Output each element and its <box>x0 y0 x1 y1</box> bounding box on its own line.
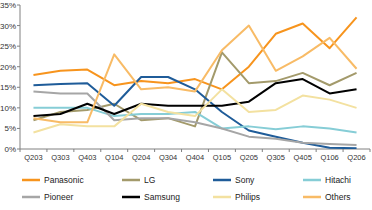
legend-swatch <box>213 179 231 182</box>
y-tick-label: 15% <box>0 83 16 92</box>
x-tick-label: Q203 <box>24 153 42 162</box>
x-tick-label: Q105 <box>213 153 231 162</box>
x-tick-label: Q205 <box>240 153 258 162</box>
series-line <box>33 108 356 133</box>
x-tick <box>208 149 209 152</box>
legend-label: Sony <box>235 175 255 185</box>
y-tick-label: 25% <box>0 42 16 51</box>
legend-swatch <box>22 179 40 182</box>
legend-label: Panasonic <box>44 175 84 185</box>
y-axis <box>20 5 21 149</box>
x-tick <box>235 149 236 152</box>
x-tick <box>370 149 371 152</box>
x-tick-label: Q404 <box>186 153 204 162</box>
legend-label: Samsung <box>144 192 180 202</box>
x-tick <box>20 149 21 152</box>
legend-swatch <box>303 196 321 199</box>
series-line <box>33 91 356 144</box>
legend-label: LG <box>144 175 155 185</box>
y-tick-label: 20% <box>0 63 16 72</box>
x-tick <box>154 149 155 152</box>
x-tick-label: Q303 <box>51 153 69 162</box>
series-line <box>33 79 356 116</box>
x-tick <box>46 149 47 152</box>
y-tick-label: 5% <box>4 124 16 133</box>
y-tick-label: 10% <box>0 104 16 113</box>
series-line <box>33 26 356 123</box>
y-tick-label: 0% <box>4 145 16 154</box>
legend-swatch <box>122 179 140 182</box>
series-line <box>33 89 356 132</box>
x-tick <box>100 149 101 152</box>
legend-label: Hitachi <box>325 175 351 185</box>
x-tick-label: Q106 <box>320 153 338 162</box>
series-line <box>33 77 356 148</box>
x-tick-label: Q204 <box>132 153 150 162</box>
x-tick <box>181 149 182 152</box>
x-tick <box>289 149 290 152</box>
x-tick-label: Q304 <box>159 153 177 162</box>
plot-lines <box>33 17 356 148</box>
legend-swatch <box>213 196 231 199</box>
x-tick-label: Q104 <box>105 153 123 162</box>
x-tick <box>262 149 263 152</box>
x-tick <box>73 149 74 152</box>
x-tick-label: Q305 <box>267 153 285 162</box>
y-tick-label: 30% <box>0 22 16 31</box>
x-tick-label: Q403 <box>78 153 96 162</box>
legend-swatch <box>303 179 321 182</box>
legend-swatch <box>22 196 40 199</box>
x-tick <box>127 149 128 152</box>
legend-label: Pioneer <box>44 192 73 202</box>
legend-label: Philips <box>235 192 260 202</box>
x-tick-label: Q206 <box>347 153 365 162</box>
legend-swatch <box>122 196 140 199</box>
chart: 0% 5% 10% 15% 20% 25% 30% 35% Q203 Q303 Q403 Q104 Q2… <box>0 0 372 210</box>
y-tick-label: 35% <box>0 1 16 10</box>
x-tick-label: Q405 <box>294 153 312 162</box>
x-tick <box>343 149 344 152</box>
x-axis <box>20 149 370 150</box>
x-tick <box>316 149 317 152</box>
legend-label: Others <box>325 192 351 202</box>
